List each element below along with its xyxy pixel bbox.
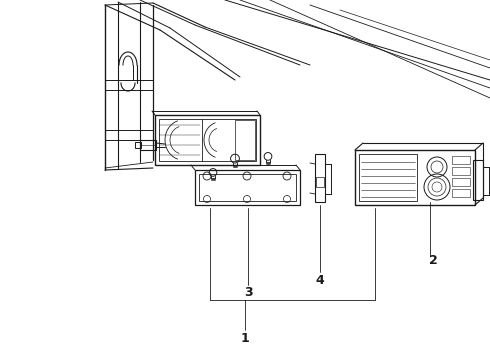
Bar [140, 140, 156, 150]
Bar [315, 154, 325, 202]
Bar [155, 115, 260, 165]
Bar [359, 154, 417, 201]
Bar [355, 150, 475, 205]
Text: 1: 1 [241, 332, 249, 345]
Text: 4: 4 [316, 274, 324, 287]
Bar [195, 170, 300, 205]
Bar [235, 120, 255, 160]
Text: 2: 2 [429, 253, 438, 266]
Bar [452, 178, 470, 186]
Bar [452, 156, 470, 164]
Bar [159, 119, 256, 161]
Bar [473, 160, 483, 200]
Bar [199, 174, 296, 201]
Bar [452, 167, 470, 175]
Bar [316, 177, 324, 187]
Bar [452, 189, 470, 197]
Bar [135, 142, 141, 148]
Text: 3: 3 [244, 287, 252, 300]
